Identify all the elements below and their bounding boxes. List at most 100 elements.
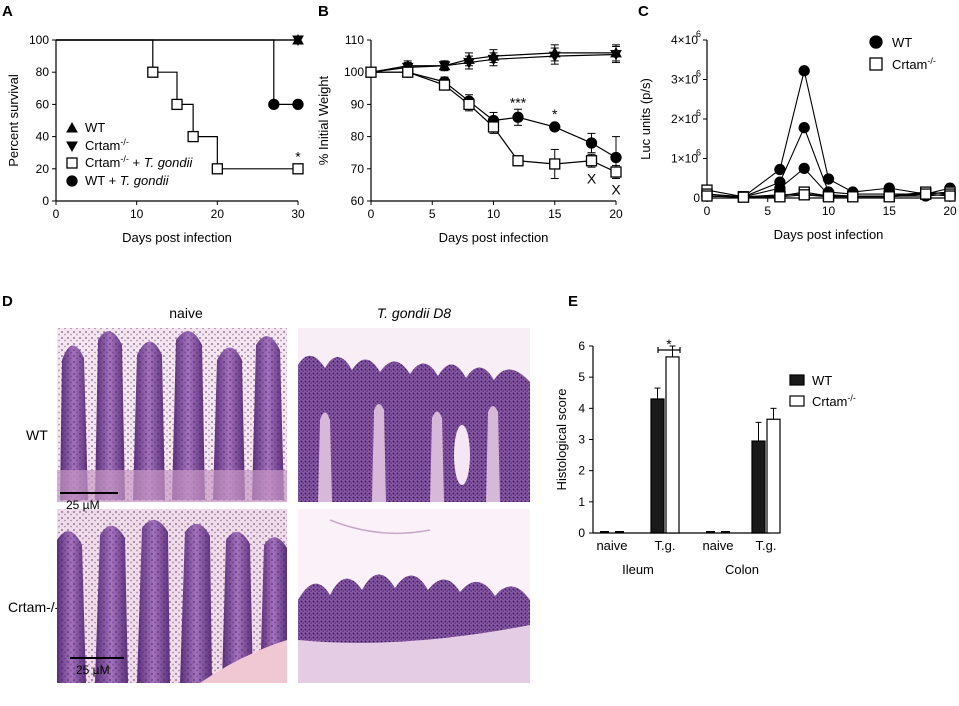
y-tick-label: 1×10	[671, 152, 698, 166]
survival-marker	[292, 98, 304, 111]
x-tick-label: 15	[548, 207, 562, 221]
weight-marker	[549, 121, 561, 133]
weight-marker	[548, 51, 561, 63]
weight-marker	[512, 155, 524, 167]
legend-marker	[869, 35, 883, 49]
y-tick-label: 0	[693, 191, 700, 205]
survival-step-line	[56, 39, 298, 105]
x-tick-label: 0	[704, 204, 711, 218]
x-tick-label: 0	[368, 207, 375, 221]
x-axis-title: Days post infection	[122, 230, 232, 245]
legend-swatch	[789, 395, 805, 407]
y-tick-label: 2×10	[671, 112, 698, 126]
legend-label: WT	[892, 35, 912, 50]
weight-marker	[610, 151, 622, 164]
legend-label: Crtam-/-	[892, 56, 936, 72]
panel-letter-d: D	[2, 293, 13, 310]
x-tick-label: 5	[429, 207, 436, 221]
category-label: T.g.	[655, 538, 676, 553]
luc-marker	[774, 163, 786, 176]
survival-marker	[211, 163, 223, 175]
panel-letter-b: B	[318, 3, 329, 20]
legend-marker	[66, 175, 78, 187]
legend-marker	[66, 141, 78, 153]
luc-marker	[798, 65, 810, 77]
luc-marker	[701, 190, 713, 202]
chart-panel-a: 0 10 20 30 0 20 40 60 80 100 Days post infection Pe…	[6, 33, 305, 245]
x-tick-label: 10	[487, 207, 501, 221]
luc-marker	[737, 191, 750, 203]
panel-letter-c: C	[638, 3, 649, 20]
significance-annotation: ***	[510, 95, 527, 111]
y-tick-label: 80	[36, 65, 50, 79]
row-label-crtam: Crtam-/-	[8, 599, 60, 615]
luc-marker	[774, 191, 786, 203]
legend-label: Crtam-/- + T. gondii	[85, 154, 193, 170]
y-tick-label: 100	[344, 65, 364, 79]
x-tick-label: 20	[943, 204, 957, 218]
row-label-wt: WT	[26, 427, 48, 443]
weight-marker	[438, 61, 451, 72]
histology-bar	[751, 440, 766, 534]
luc-marker	[883, 191, 895, 203]
panel-letter-a: A	[2, 3, 13, 20]
y-tick-label: 110	[345, 33, 364, 47]
weight-marker	[585, 155, 598, 167]
survival-marker	[147, 66, 159, 78]
y-tick-label: 100	[29, 33, 49, 47]
panel-letter-e: E	[568, 293, 578, 310]
y-tick-label: 3×10	[671, 73, 698, 87]
histology-bar	[650, 398, 665, 534]
legend-swatch	[789, 374, 805, 386]
y-tick-label: 60	[36, 97, 50, 111]
survival-marker	[292, 35, 304, 47]
weight-marker	[487, 54, 500, 66]
survival-marker	[268, 98, 280, 111]
y-tick-label: 0	[42, 194, 49, 208]
weight-marker	[463, 58, 475, 69]
x-axis-title: Days post infection	[439, 230, 549, 245]
luc-marker	[920, 188, 932, 200]
category-label: naive	[596, 538, 627, 553]
weight-marker	[438, 79, 451, 91]
y-tick-exponent: 6	[696, 29, 701, 39]
micrograph-wt-tgondii	[298, 328, 530, 502]
x-tick-label: 10	[822, 204, 836, 218]
luc-marker	[822, 191, 835, 203]
y-axis-title: Percent survival	[6, 74, 21, 167]
y-tick-label: 5	[578, 370, 585, 384]
weight-marker	[585, 137, 598, 149]
weight-marker	[549, 158, 561, 170]
category-label: naive	[702, 538, 733, 553]
y-tick-exponent: 6	[696, 69, 701, 79]
histology-bar	[766, 418, 781, 534]
y-tick-label: 4	[578, 401, 585, 415]
x-axis-title: Days post infection	[774, 227, 884, 242]
significance-annotation: *	[295, 149, 301, 165]
y-tick-label: 70	[351, 162, 365, 176]
y-tick-exponent: 6	[696, 108, 701, 118]
x-tick-label: 10	[130, 207, 144, 221]
x-tick-label: 30	[291, 207, 305, 221]
y-tick-label: 80	[351, 130, 365, 144]
histology-bar	[665, 356, 680, 534]
y-tick-label: 1	[578, 495, 585, 509]
x-tick-label: 15	[883, 204, 897, 218]
survival-step-line	[56, 39, 298, 170]
y-tick-label: 40	[36, 130, 50, 144]
micrograph-crtam-tgondii	[298, 509, 530, 683]
survival-marker	[171, 98, 183, 111]
x-tick-label: 5	[764, 204, 771, 218]
micrograph-crtam-naive	[57, 509, 287, 683]
scale-bar-label-bottom: 25 µM	[76, 663, 110, 677]
legend-label: Crtam-/-	[85, 137, 129, 153]
group-label: Colon	[725, 562, 759, 577]
weight-marker	[463, 98, 475, 111]
column-label-tgondii-d8: T. gondii D8	[377, 305, 451, 321]
category-label: T.g.	[756, 538, 777, 553]
weight-marker	[610, 49, 622, 61]
legend-label: Crtam-/-	[812, 393, 856, 409]
survival-marker	[187, 130, 199, 143]
